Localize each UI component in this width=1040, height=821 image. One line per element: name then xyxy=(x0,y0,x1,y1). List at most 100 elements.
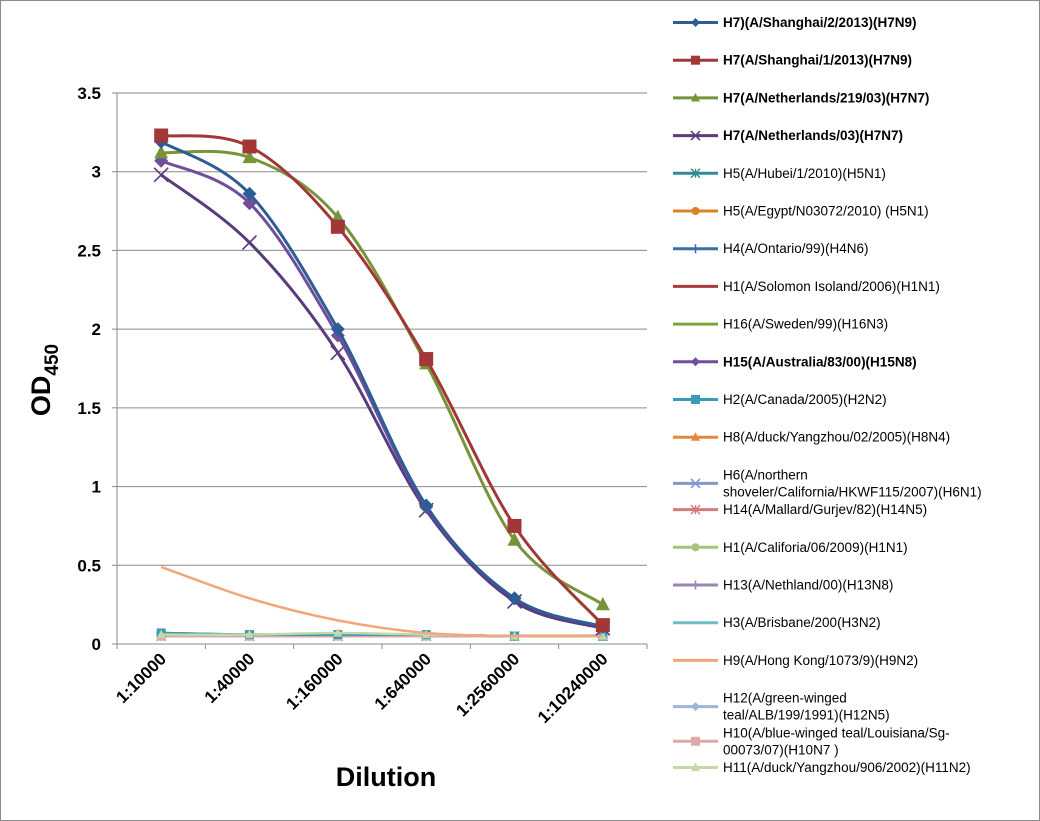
data-point xyxy=(507,532,522,546)
y-tick-label: 1 xyxy=(92,478,101,497)
data-point xyxy=(419,498,434,513)
legend-entry: H1(A/Solomon Isoland/2006)(H1N1) xyxy=(673,279,940,294)
x-tick-label: 1:40000 xyxy=(201,649,259,707)
legend-entry: H6(A/northern shoveler/California/HKWF115… xyxy=(673,467,982,499)
legend-entry: H11(A/duck/Yangzhou/906/2002)(H11N2) xyxy=(673,760,971,775)
data-point xyxy=(333,628,343,637)
legend-label: 00073/07)(H10N7 ) xyxy=(723,742,839,757)
y-tick-label: 3 xyxy=(92,163,101,182)
data-point xyxy=(598,631,608,640)
x-tick-label: 1:640000 xyxy=(371,649,435,713)
y-axis-title-main: OD xyxy=(26,376,56,417)
data-point xyxy=(595,596,610,611)
legend-label: H5(A/Hubei/1/2010)(H5N1) xyxy=(723,166,886,181)
legend-label: shoveler/California/HKWF115/2007)(H6N1) xyxy=(723,484,982,499)
legend-swatch-marker xyxy=(691,18,700,27)
legend-swatch-marker xyxy=(691,55,700,65)
legend-entry: H15(A/Australia/83/00)(H15N8) xyxy=(673,354,917,369)
y-tick-label: 0 xyxy=(92,635,101,654)
legend-entry: H7)(A/Shanghai/2/2013)(H7N9) xyxy=(673,15,917,30)
data-point xyxy=(330,345,346,361)
y-axis-title-subscript: 450 xyxy=(42,344,63,376)
legend-swatch-marker xyxy=(691,357,700,367)
x-tick-label: 1:160000 xyxy=(282,649,346,713)
data-point xyxy=(154,145,169,159)
legend-label: H15(A/Australia/83/00)(H15N8) xyxy=(723,354,917,369)
legend-label: H12(A/green-winged xyxy=(723,691,847,706)
series-line xyxy=(161,134,604,627)
data-point xyxy=(330,209,345,223)
legend-entry: H8(A/duck/Yangzhou/02/2005)(H8N4) xyxy=(673,430,950,445)
legend-label: H14(A/Mallard/Gurjev/82)(H14N5) xyxy=(723,502,927,517)
legend-swatch-marker xyxy=(691,432,700,441)
data-point xyxy=(595,618,610,633)
legend-swatch-marker xyxy=(690,478,701,489)
x-tick-label: 1:10000 xyxy=(112,649,170,707)
legend-swatch-marker xyxy=(691,395,700,404)
series-line xyxy=(160,173,604,630)
y-tick-label: 2.5 xyxy=(77,241,101,260)
legend-entry: H7(A/Netherlands/03)(H7N7) xyxy=(673,128,903,143)
legend-label: H6(A/northern xyxy=(723,467,808,482)
series-h9-a-hong-kong-1073-9-h9n2 xyxy=(160,565,603,638)
series-line xyxy=(160,565,603,638)
legend-swatch-marker xyxy=(691,736,700,746)
legend-entry: H5(A/Hubei/1/2010)(H5N1) xyxy=(673,166,886,181)
legend-entry: H13(A/Nethland/00)(H13N8) xyxy=(673,578,893,593)
gridlines xyxy=(117,92,647,645)
legend-entry: H7(A/Shanghai/1/2013)(H7N9) xyxy=(673,53,912,68)
y-axis-ticks: 0 0.5 1 1.5 2 2.5 3 3.5 xyxy=(77,84,118,654)
legend-swatch-marker xyxy=(691,543,700,552)
legend-swatch-marker xyxy=(691,92,700,102)
legend-label: H7)(A/Shanghai/2/2013)(H7N9) xyxy=(723,15,917,30)
legend-label: H5(A/Egypt/N03072/2010) (H5N1) xyxy=(723,204,929,219)
data-point xyxy=(242,186,257,201)
legend-entry: H5(A/Egypt/N03072/2010) (H5N1) xyxy=(673,204,929,219)
legend-swatch-marker xyxy=(691,206,700,216)
data-point xyxy=(507,518,522,533)
legend-entry: H14(A/Mallard/Gurjev/82)(H14N5) xyxy=(673,502,927,517)
legend-label: H16(A/Sweden/99)(H16N3) xyxy=(723,317,888,332)
series-h7-a-shanghai-1-2013-h7n9 xyxy=(154,128,610,633)
legend-label: H4(A/Ontario/99)(H4N6) xyxy=(723,241,869,256)
x-axis-title: Dilution xyxy=(336,762,436,792)
y-tick-label: 2 xyxy=(92,320,101,339)
data-point xyxy=(156,629,166,639)
legend-swatch-marker xyxy=(690,130,701,141)
legend-swatch-marker xyxy=(690,504,701,515)
legend-swatch-marker xyxy=(690,168,701,179)
legend-swatch-marker xyxy=(691,762,700,772)
series-h7-a-netherlands-219-03-h7n7 xyxy=(154,145,610,611)
legend-label: H7(A/Netherlands/03)(H7N7) xyxy=(723,128,903,143)
series-layer xyxy=(153,128,611,642)
data-point xyxy=(419,352,434,367)
legend-label: H3(A/Brisbane/200(H3N2) xyxy=(723,615,881,630)
legend-label: H13(A/Nethland/00)(H13N8) xyxy=(723,578,893,593)
data-point xyxy=(153,167,169,183)
legend-label: H7(A/Shanghai/1/2013)(H7N9) xyxy=(723,53,912,68)
legend-entry: H2(A/Canada/2005)(H2N2) xyxy=(673,392,887,407)
y-tick-label: 1.5 xyxy=(77,399,101,418)
series-line xyxy=(161,149,604,606)
y-tick-label: 0.5 xyxy=(77,556,101,575)
y-axis-title: OD450 xyxy=(26,344,63,416)
series-h11-a-duck-yangzhou-906-2002-h11n2 xyxy=(156,628,608,640)
legend-entry: H7(A/Netherlands/219/03)(H7N7) xyxy=(673,90,929,105)
x-tick-label: 1:10240000 xyxy=(534,649,612,727)
legend-entry: H9(A/Hong Kong/1073/9)(H9N2) xyxy=(673,653,918,668)
legend-entry: H4(A/Ontario/99)(H4N6) xyxy=(673,241,869,256)
legend-label: H1(A/Califoria/06/2009)(H1N1) xyxy=(723,540,908,555)
data-point xyxy=(154,128,169,143)
legend-label: H2(A/Canada/2005)(H2N2) xyxy=(723,392,887,407)
data-point xyxy=(245,629,254,639)
legend-swatch-marker xyxy=(691,580,700,590)
legend-swatch-marker xyxy=(691,244,700,254)
legend-entry: H1(A/Califoria/06/2009)(H1N1) xyxy=(673,540,908,555)
legend-entry: H3(A/Brisbane/200(H3N2) xyxy=(673,615,881,630)
data-point xyxy=(241,234,258,251)
legend-entry: H12(A/green-winged teal/ALB/199/1991)(H12… xyxy=(673,691,890,723)
legend-label: H10(A/blue-winged teal/Louisiana/Sg- xyxy=(723,725,950,740)
y-tick-label: 3.5 xyxy=(77,84,101,103)
legend-entry: H10(A/blue-winged teal/Louisiana/Sg- 0007… xyxy=(673,725,950,757)
